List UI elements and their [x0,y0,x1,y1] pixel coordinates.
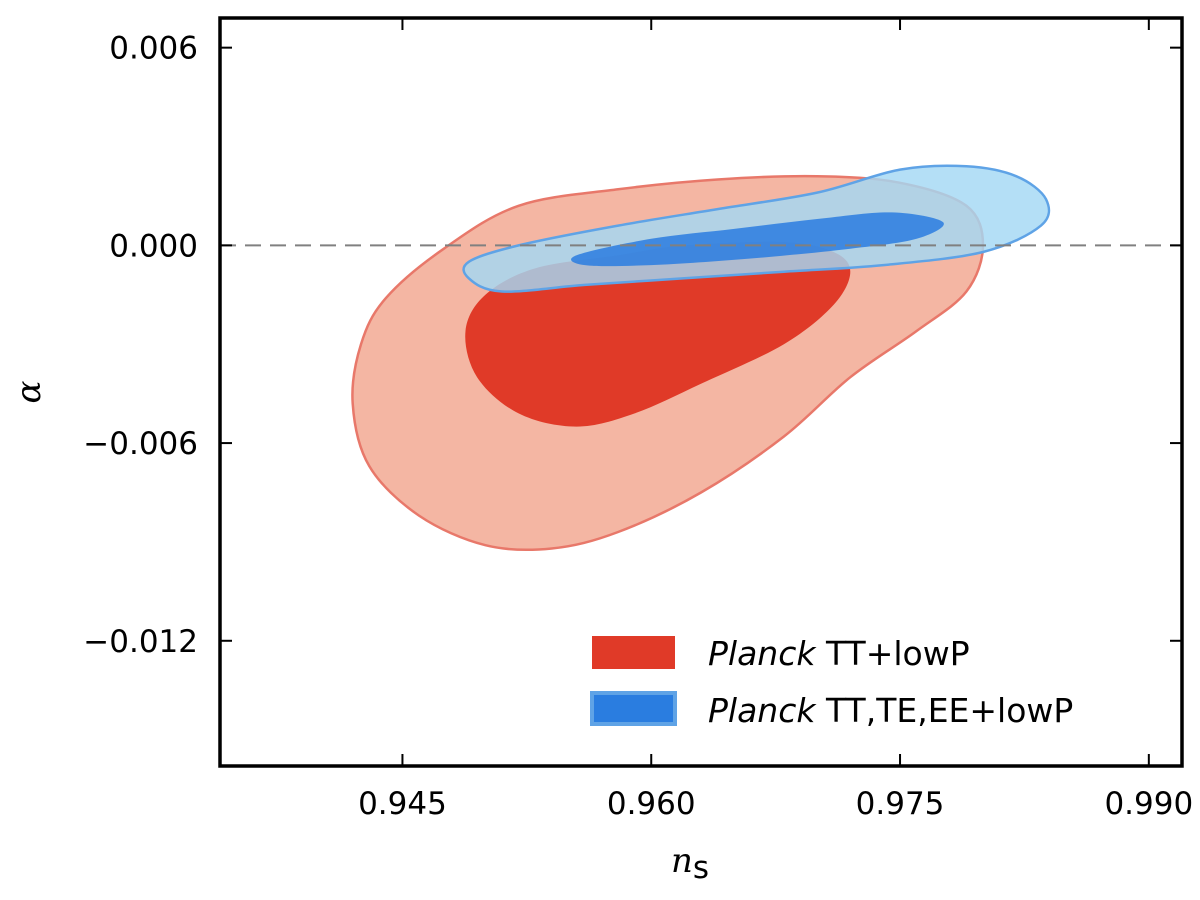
contour-layer [351,164,1051,552]
y-tick-label: −0.006 [83,426,198,462]
legend-swatch-tt-te-ee-lowp [590,691,677,726]
x-tick-label: 0.975 [856,786,945,822]
legend-label-tt-te-ee-lowp: Planck TT,TE,EE+lowP [708,691,1073,730]
contour-68-tt-te-ee-lowp [571,212,944,267]
x-tick-label: 0.945 [358,786,447,822]
x-axis-label: ns [671,841,709,886]
y-axis-label: α [9,380,49,403]
y-tick-labels: 0.006 0.000 −0.006 −0.012 [83,31,198,660]
y-tick-label: 0.006 [109,31,198,67]
tick-marks [220,18,1182,766]
x-tick-labels: 0.945 0.960 0.975 0.990 [358,786,1193,822]
y-tick-label: 0.000 [109,228,198,264]
legend-swatch-tt-lowp [592,636,675,669]
x-tick-label: 0.960 [607,786,696,822]
x-tick-label: 0.990 [1104,786,1193,822]
plot-frame [218,16,1184,768]
legend: Planck TT+lowP Planck TT,TE,EE+lowP [590,634,1073,730]
legend-label-tt-lowp: Planck TT+lowP [708,634,970,673]
x-axis-label-subscript: s [693,850,709,886]
y-tick-label: −0.012 [83,624,198,660]
